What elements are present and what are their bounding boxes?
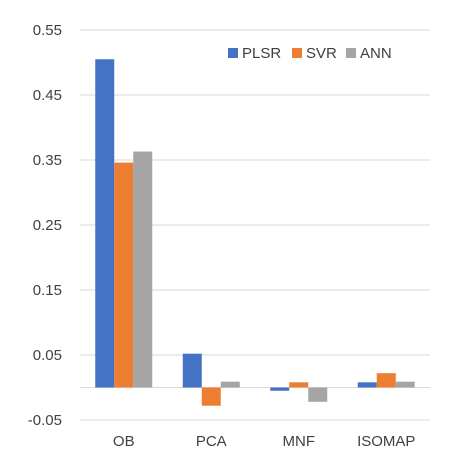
bar-ann-mnf — [308, 387, 328, 402]
x-axis-ticks: OB PCA MNF ISOMAP — [113, 433, 416, 450]
bar-plsr-mnf — [270, 387, 290, 391]
legend-swatch-svr — [292, 48, 302, 58]
y-tick-label: 0.25 — [33, 217, 62, 234]
y-tick-label: -0.05 — [28, 412, 62, 429]
y-tick-label: 0.15 — [33, 282, 62, 299]
bar-svr-mnf — [289, 382, 309, 388]
bar-svr-ob — [114, 162, 134, 388]
legend-swatch-ann — [346, 48, 356, 58]
legend: PLSR SVR ANN — [228, 45, 392, 62]
x-tick-label: OB — [113, 433, 135, 450]
y-tick-label: 0.35 — [33, 152, 62, 169]
y-axis-ticks: 0.55 0.45 0.35 0.25 0.15 0.05 -0.05 — [28, 22, 62, 429]
bar-ann-isomap — [395, 381, 415, 388]
y-tick-label: 0.45 — [33, 87, 62, 104]
y-tick-label: 0.05 — [33, 347, 62, 364]
bar-ann-ob — [133, 151, 153, 388]
bar-ann-pca — [220, 381, 240, 388]
x-tick-label: ISOMAP — [357, 433, 415, 450]
x-tick-label: PCA — [196, 433, 227, 450]
legend-swatch-plsr — [228, 48, 238, 58]
legend-label-ann: ANN — [360, 45, 392, 62]
bars — [95, 59, 415, 406]
legend-label-plsr: PLSR — [242, 45, 281, 62]
x-tick-label: MNF — [283, 433, 316, 450]
bar-plsr-ob — [95, 59, 115, 388]
bar-svr-pca — [201, 387, 221, 406]
y-tick-label: 0.55 — [33, 22, 62, 39]
legend-label-svr: SVR — [306, 45, 337, 62]
bar-svr-isomap — [376, 373, 396, 388]
bar-plsr-pca — [182, 353, 202, 388]
bar-plsr-isomap — [357, 382, 377, 388]
